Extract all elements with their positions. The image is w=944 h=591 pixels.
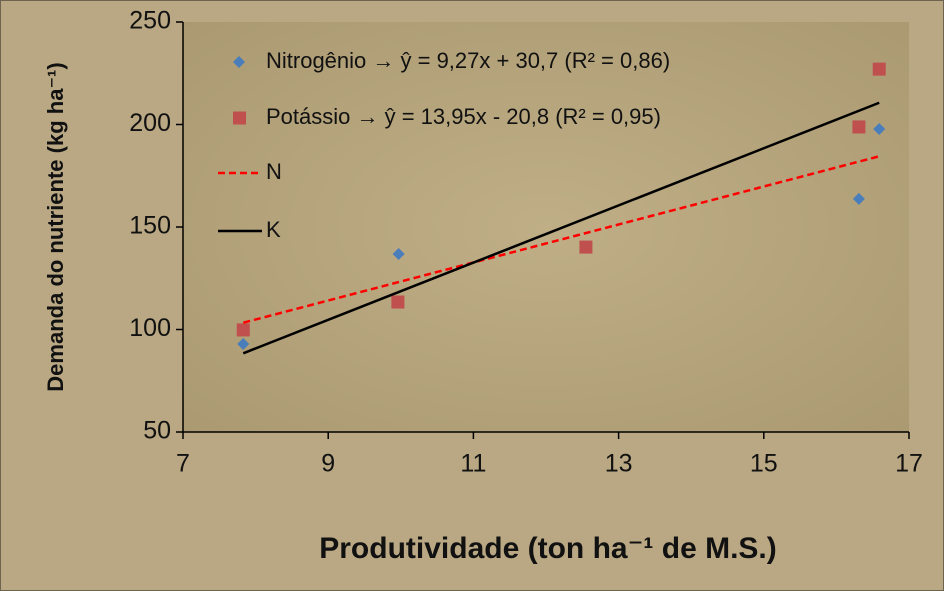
y-tick-label: 200	[129, 109, 171, 137]
data-point	[392, 248, 405, 261]
y-axis-label: Demanda do nutriente (kg ha⁻¹)	[43, 62, 68, 391]
legend-marker	[233, 56, 245, 68]
y-tick-label: 250	[129, 7, 171, 35]
x-tick-label: 7	[176, 450, 190, 478]
legend-label: Potássio → ŷ = 13,95x - 20,8 (R² = 0,95)	[266, 104, 661, 129]
data-point	[579, 240, 593, 254]
data-point	[236, 323, 250, 337]
legend-label: K	[266, 217, 281, 242]
legend-marker	[233, 111, 246, 125]
x-tick-label: 13	[605, 450, 633, 478]
data-point	[237, 338, 250, 351]
data-point	[872, 62, 886, 76]
x-tick-label: 9	[321, 450, 335, 478]
plot-area	[183, 22, 909, 432]
data-point	[873, 123, 886, 136]
data-point	[391, 295, 405, 309]
x-tick-label: 11	[460, 450, 486, 478]
legend-label: Nitrogênio → ŷ = 9,27x + 30,7 (R² = 0,86…	[266, 48, 670, 73]
y-tick-label: 50	[143, 417, 171, 445]
y-tick-label: 150	[129, 212, 171, 240]
x-axis-label: Produtividade (ton ha⁻¹ de M.S.)	[319, 532, 777, 565]
x-tick-label: 15	[750, 450, 778, 478]
y-tick-label: 100	[129, 314, 171, 342]
trend-line	[242, 101, 880, 355]
data-point	[852, 120, 866, 134]
data-point	[852, 192, 865, 205]
x-tick-label: 17	[895, 450, 923, 478]
legend-label: N	[266, 159, 282, 184]
